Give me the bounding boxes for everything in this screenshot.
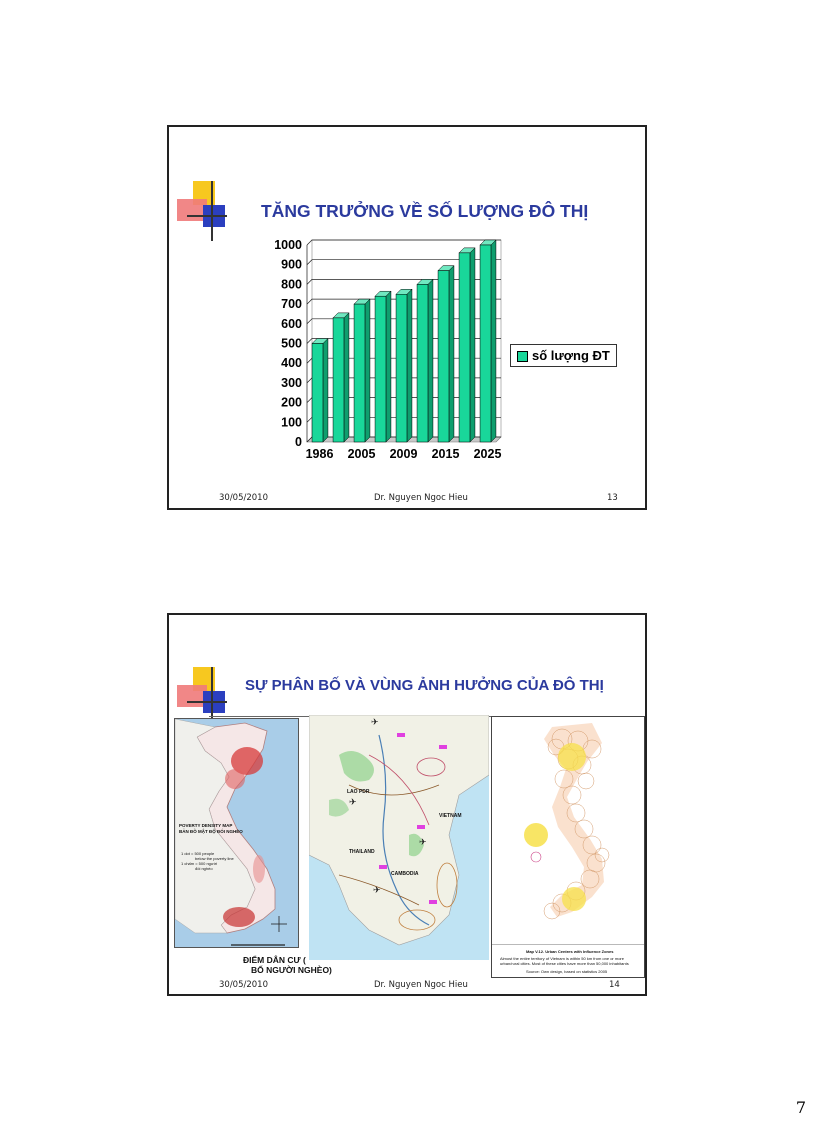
legend-label: số lượng ĐT bbox=[532, 348, 610, 363]
map2-label-lao: LAO PDR bbox=[347, 789, 370, 795]
x-tick-label: 1986 bbox=[306, 447, 334, 461]
urban-influence-map: Map V.12. Urban Centres with Influence Z… bbox=[491, 716, 645, 978]
bar-chart: 0 100 200 300 400 500 600 700 800 900 1000 1986 200… bbox=[274, 238, 502, 461]
page-number: 7 bbox=[795, 1098, 806, 1117]
chart-bar bbox=[311, 337, 329, 443]
chart-bar bbox=[458, 247, 476, 443]
map2-label-cambodia: CAMBODIA bbox=[391, 871, 419, 877]
gridline bbox=[306, 239, 501, 246]
y-tick-label: 800 bbox=[281, 277, 302, 291]
map3-caption-line4: Source: Own design, based on statistics … bbox=[526, 969, 608, 974]
bar-front bbox=[395, 294, 408, 443]
slide-14: SỰ PHÂN BỐ VÀ VÙNG ẢNH HƯỞNG CỦA ĐÔ THỊ … bbox=[167, 613, 647, 996]
bar-side bbox=[448, 265, 455, 443]
gridline bbox=[306, 259, 501, 265]
y-tick-label: 0 bbox=[295, 435, 302, 449]
map1-legend-2a: 1 chấm = 500 người bbox=[181, 861, 218, 866]
footer-page: 14 bbox=[609, 980, 620, 990]
map1-legend-1b: below the poverty line bbox=[195, 856, 234, 861]
map2-label-thailand: THAILAND bbox=[349, 849, 375, 855]
poverty-density-map: POVERTY DENSITY MAP BẢN ĐỒ MẬT ĐỘ ĐÓI NG… bbox=[174, 718, 299, 948]
bar-side bbox=[406, 288, 413, 443]
vietnam-shape bbox=[175, 719, 287, 946]
chart-bars bbox=[311, 239, 497, 443]
slide-decoration bbox=[177, 181, 229, 243]
y-tick-label: 900 bbox=[281, 258, 302, 272]
map1-legend-2b: đói nghèo bbox=[195, 866, 213, 871]
bar-front bbox=[458, 252, 471, 443]
influence-zones-graphic bbox=[492, 723, 644, 945]
chart-bar bbox=[479, 239, 497, 443]
map3-caption-line1: Map V.12. Urban Centres with Influence Z… bbox=[526, 949, 614, 954]
chart-bar bbox=[437, 265, 455, 443]
chart-bar bbox=[416, 278, 434, 443]
bar-front bbox=[353, 303, 366, 443]
map1-title-line1: POVERTY DENSITY MAP bbox=[179, 823, 233, 828]
y-tick-label: 400 bbox=[281, 356, 302, 370]
bar-front bbox=[437, 270, 450, 443]
bar-side bbox=[490, 239, 497, 443]
y-tick-label: 100 bbox=[281, 415, 302, 429]
chart-bar bbox=[395, 288, 413, 443]
slide-title: SỰ PHÂN BỐ VÀ VÙNG ẢNH HƯỞNG CỦA ĐÔ THỊ bbox=[245, 677, 604, 694]
map1-title-line2: BẢN ĐỒ MẬT ĐỘ ĐÓI NGHÈO bbox=[179, 829, 243, 834]
bar-front bbox=[332, 317, 345, 443]
footer-date: 30/05/2010 bbox=[219, 980, 268, 990]
chart-bar bbox=[374, 290, 392, 443]
bar-side bbox=[343, 312, 350, 443]
slide-13: TĂNG TRƯỞNG VỀ SỐ LƯỢNG ĐÔ THỊ 0 100 200 30… bbox=[167, 125, 647, 510]
map-caption-line2: BỐ NGƯỜI NGHÈO) bbox=[251, 965, 332, 975]
y-tick-label: 500 bbox=[281, 337, 302, 351]
bar-side bbox=[427, 278, 434, 443]
y-tick-label: 200 bbox=[281, 396, 302, 410]
bar-front bbox=[416, 284, 429, 443]
bar-side bbox=[385, 290, 392, 443]
regional-map-graphic: ✈ ✈ ✈ ✈ bbox=[309, 715, 489, 946]
footer-author: Dr. Nguyen Ngoc Hieu bbox=[374, 493, 468, 503]
slide-decoration bbox=[177, 667, 229, 729]
y-tick-label: 300 bbox=[281, 376, 302, 390]
chart-legend: số lượng ĐT bbox=[510, 344, 617, 367]
map3-caption-line2: Almost the entire territory of Vietnam i… bbox=[500, 956, 624, 961]
bar-side bbox=[322, 337, 329, 443]
slide-title: TĂNG TRƯỞNG VỀ SỐ LƯỢNG ĐÔ THỊ bbox=[261, 201, 589, 221]
x-tick-label: 2009 bbox=[390, 447, 418, 461]
x-tick-label: 2005 bbox=[348, 447, 376, 461]
x-tick-label: 2025 bbox=[474, 447, 502, 461]
y-axis-ticks: 0 100 200 300 400 500 600 700 800 900 1000 bbox=[274, 238, 302, 449]
legend-swatch bbox=[517, 351, 528, 363]
footer-date: 30/05/2010 bbox=[219, 493, 268, 503]
svg-text:✈: ✈ bbox=[419, 838, 427, 848]
x-tick-label: 2015 bbox=[432, 447, 460, 461]
footer-author: Dr. Nguyen Ngoc Hieu bbox=[374, 980, 468, 990]
footer-page: 13 bbox=[607, 493, 618, 503]
map2-label-vietnam: VIETNAM bbox=[439, 813, 462, 819]
regional-transport-map: ✈ ✈ ✈ ✈ LAO PDR VIETNAM THAILAND CAMBODI… bbox=[309, 715, 489, 960]
map3-caption-line3: urban/rural cities. Most of these cities… bbox=[500, 961, 629, 966]
svg-text:✈: ✈ bbox=[349, 798, 357, 808]
map-caption-line1: ĐIỂM DÂN CƯ ( bbox=[243, 955, 306, 965]
bar-side bbox=[364, 298, 371, 443]
bar-front bbox=[311, 343, 324, 443]
chart-bar bbox=[353, 298, 371, 443]
x-axis-ticks: 1986 2005 2009 2015 2025 bbox=[306, 447, 502, 461]
bar-front bbox=[374, 295, 387, 443]
bar-front bbox=[479, 244, 492, 443]
svg-text:✈: ✈ bbox=[371, 718, 379, 728]
y-tick-label: 600 bbox=[281, 317, 302, 331]
chart-bar bbox=[332, 312, 350, 443]
y-tick-label: 700 bbox=[281, 297, 302, 311]
bar-side bbox=[469, 247, 476, 443]
map1-legend-1a: 1 dot = 500 people bbox=[181, 851, 215, 856]
y-tick-label: 1000 bbox=[274, 238, 302, 252]
svg-text:✈: ✈ bbox=[373, 886, 381, 896]
